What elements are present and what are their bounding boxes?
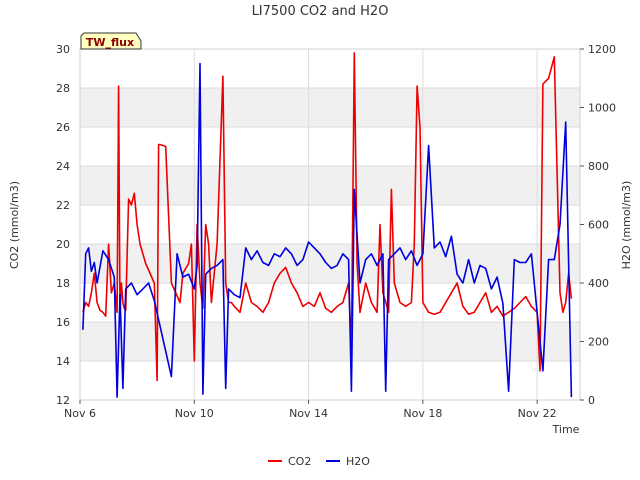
series-layer [82, 52, 573, 398]
y-left-tick-label: 14 [56, 355, 70, 368]
y-axis-right-ticks: 0 200 400 600 800 1000 1200 [580, 43, 616, 407]
legend-label-h2o: H2O [346, 455, 370, 468]
x-tick-label: Nov 6 [64, 407, 96, 420]
y-left-tick-label: 18 [56, 277, 70, 290]
y-axis-left-label: CO2 (mmol/m3) [8, 181, 21, 269]
y-left-tick-label: 30 [56, 43, 70, 56]
y-right-tick-label: 0 [588, 394, 595, 407]
y-right-tick-label: 1200 [588, 43, 616, 56]
y-left-tick-label: 12 [56, 394, 70, 407]
y-right-tick-label: 600 [588, 219, 609, 232]
x-axis-label: Time [552, 423, 580, 436]
y-right-tick-label: 200 [588, 336, 609, 349]
legend-label-co2: CO2 [288, 455, 311, 468]
x-tick-label: Nov 22 [518, 407, 557, 420]
background-band [80, 166, 580, 205]
y-right-tick-label: 1000 [588, 102, 616, 115]
x-tick-label: Nov 10 [175, 407, 214, 420]
y-axis-right-label: H2O (mmol/m3) [620, 181, 633, 270]
x-tick-label: Nov 18 [403, 407, 442, 420]
x-tick-label: Nov 14 [289, 407, 328, 420]
y-right-tick-label: 400 [588, 277, 609, 290]
series-line-co2 [82, 52, 573, 382]
y-left-tick-label: 26 [56, 121, 70, 134]
y-left-tick-label: 24 [56, 160, 70, 173]
series-line-h2o [82, 62, 573, 398]
x-axis-ticks: Nov 6 Nov 10 Nov 14 Nov 18 Nov 22 [64, 400, 557, 420]
background-band [80, 88, 580, 127]
y-axis-left-ticks: 12 14 16 18 20 22 24 26 28 30 [56, 43, 70, 407]
background-band [80, 244, 580, 283]
y-left-tick-label: 20 [56, 238, 70, 251]
tw-flux-badge: TW_flux [80, 32, 142, 50]
y-left-tick-label: 22 [56, 199, 70, 212]
legend: CO2 H2O [268, 455, 370, 468]
y-right-tick-label: 800 [588, 160, 609, 173]
badge-text: TW_flux [86, 36, 134, 49]
chart-title: LI7500 CO2 and H2O [252, 4, 389, 19]
background-bands [80, 88, 580, 361]
y-left-tick-label: 16 [56, 316, 70, 329]
badge-shape [80, 32, 142, 50]
y-left-tick-label: 28 [56, 82, 70, 95]
